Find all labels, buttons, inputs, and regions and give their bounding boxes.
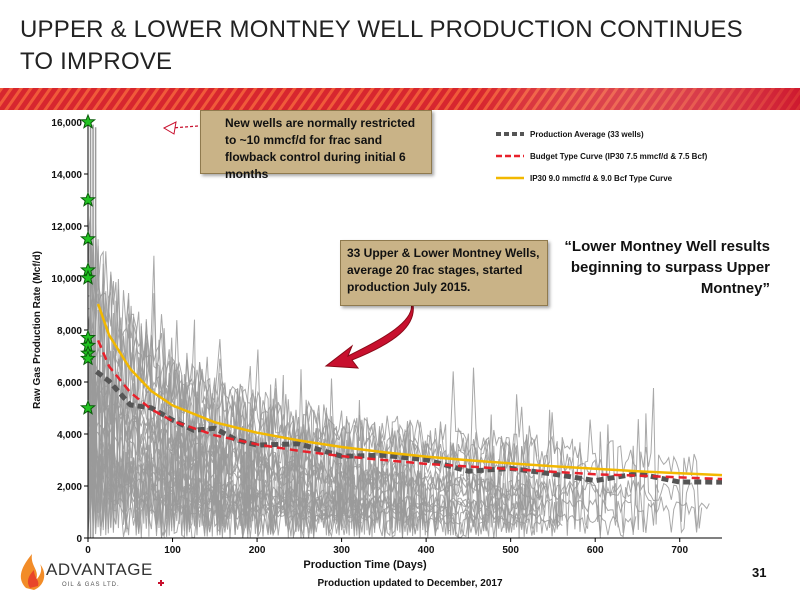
x-tick-label: 700 <box>671 545 688 556</box>
callout-wells-text: 33 Upper & Lower Montney Wells, average … <box>347 246 540 294</box>
footnote: Production updated to December, 2017 <box>317 578 503 589</box>
y-tick-label: 0 <box>76 534 82 545</box>
y-tick-label: 2,000 <box>57 482 82 493</box>
callout-restricted-rate: New wells are normally restricted to ~10… <box>200 110 432 181</box>
logo-wordmark: ADVANTAGE <box>46 560 153 579</box>
initial-spikes <box>89 122 97 538</box>
x-tick-label: 600 <box>587 545 604 556</box>
y-tick-label: 6,000 <box>57 378 82 389</box>
slide-title: UPPER & LOWER MONTNEY WELL PRODUCTION CO… <box>20 16 743 75</box>
x-tick-label: 200 <box>249 545 266 556</box>
y-tick-label: 14,000 <box>51 170 82 181</box>
x-tick-label: 0 <box>85 545 91 556</box>
well-trace <box>88 449 362 538</box>
header-band <box>0 88 800 110</box>
series-line-2 <box>96 303 723 477</box>
callout-arrow-line <box>171 125 199 129</box>
y-tick-label: 12,000 <box>51 222 82 233</box>
x-tick-label: 500 <box>502 545 519 556</box>
logo-subtext: OIL & GAS LTD. <box>62 582 120 588</box>
well-trace <box>88 437 545 538</box>
legend-label-2: IP30 9.0 mmcf/d & 9.0 Bcf Type Curve <box>530 174 673 183</box>
advantage-logo <box>20 554 164 590</box>
x-axis-label: Production Time (Days) <box>303 559 427 571</box>
x-tick-label: 300 <box>333 545 350 556</box>
initial-rate-star <box>79 230 97 246</box>
x-tick-label: 400 <box>418 545 435 556</box>
series-line-1 <box>96 339 723 481</box>
callout-arrow-head <box>162 121 177 135</box>
y-axis-label: Raw Gas Production Rate (Mcf/d) <box>32 251 43 409</box>
callout-restricted-text: New wells are normally restricted to ~10… <box>225 116 416 181</box>
y-tick-label: 10,000 <box>51 274 82 285</box>
well-trace <box>88 221 254 533</box>
series-line-0 <box>94 369 723 485</box>
wells-callout-arrow <box>324 299 414 369</box>
initial-rate-star <box>79 399 97 415</box>
initial-rate-star <box>79 191 97 207</box>
initial-rate-star <box>79 269 97 285</box>
y-tick-label: 4,000 <box>57 430 82 441</box>
page-number: 31 <box>752 565 767 580</box>
legend-label-0: Production Average (33 wells) <box>530 130 644 139</box>
initial-rate-star <box>79 350 97 366</box>
y-tick-label: 8,000 <box>57 326 82 337</box>
quote-text: “Lower Montney Well results beginning to… <box>564 238 770 297</box>
y-tick-label: 16,000 <box>51 118 82 129</box>
x-tick-label: 100 <box>164 545 181 556</box>
initial-rate-star <box>79 113 97 129</box>
legend-label-1: Budget Type Curve (IP30 7.5 mmcf/d & 7.5… <box>530 152 708 161</box>
callout-wells: 33 Upper & Lower Montney Wells, average … <box>340 240 548 306</box>
well-trace <box>88 432 538 537</box>
